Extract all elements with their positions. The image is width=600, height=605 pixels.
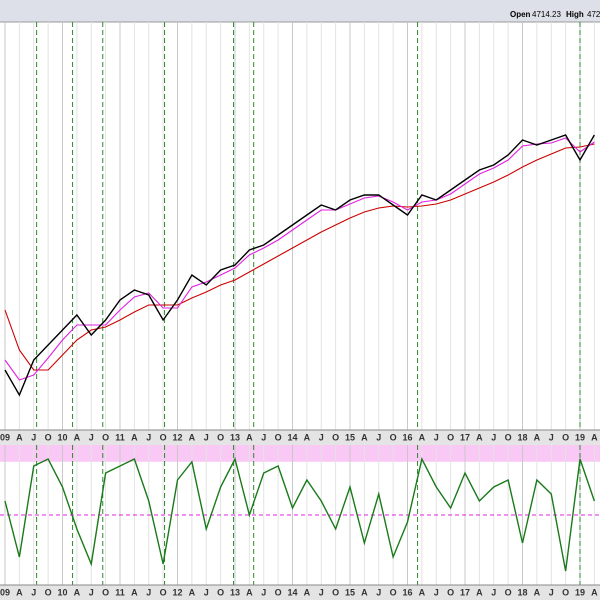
x-tick-label: O — [160, 587, 167, 597]
x-tick-label: J — [319, 432, 324, 442]
x-tick-label: A — [304, 587, 311, 597]
x-tick-label: 13 — [230, 587, 240, 597]
x-tick-label: 11 — [115, 587, 125, 597]
x-tick-label: A — [189, 587, 196, 597]
x-tick-label: J — [89, 587, 94, 597]
x-tick-label: J — [204, 432, 209, 442]
series-line — [4, 137, 595, 381]
x-tick-label: A — [74, 587, 81, 597]
x-tick-label: 16 — [402, 587, 412, 597]
x-tick-label: J — [261, 432, 266, 442]
x-tick-label: J — [319, 587, 324, 597]
x-tick-label: O — [102, 587, 109, 597]
x-tick-label: A — [16, 432, 23, 442]
x-tick-label: O — [275, 432, 282, 442]
x-tick-label: 18 — [517, 432, 527, 442]
x-tick-label: A — [361, 587, 368, 597]
x-tick-label: O — [45, 432, 52, 442]
x-tick-label: O — [447, 587, 454, 597]
x-axis-strip — [0, 430, 600, 445]
x-tick-label: A — [74, 432, 81, 442]
high-value: 472 — [587, 10, 600, 19]
x-tick-label: J — [31, 587, 36, 597]
x-tick-label: O — [390, 587, 397, 597]
x-tick-label: A — [246, 432, 253, 442]
x-tick-label: 14 — [287, 432, 297, 442]
x-tick-label: 09 — [0, 587, 10, 597]
x-tick-label: 18 — [517, 587, 527, 597]
x-tick-label: A — [304, 432, 311, 442]
x-tick-label: J — [376, 587, 381, 597]
x-tick-label: O — [447, 432, 454, 442]
x-tick-label: 12 — [172, 432, 182, 442]
x-tick-label: A — [534, 587, 541, 597]
x-tick-label: J — [89, 432, 94, 442]
x-tick-label: O — [390, 432, 397, 442]
x-tick-label: J — [146, 432, 151, 442]
x-tick-label: A — [419, 587, 426, 597]
x-tick-label: 14 — [287, 587, 297, 597]
x-tick-label: 15 — [345, 432, 355, 442]
x-tick-label: J — [549, 587, 554, 597]
x-tick-label: A — [419, 432, 426, 442]
x-tick-label: O — [217, 587, 224, 597]
open-value: 4714.23 — [532, 10, 561, 19]
overbought-band — [0, 445, 600, 462]
x-tick-label: A — [246, 587, 253, 597]
series-line — [4, 456, 596, 572]
x-tick-label: J — [204, 587, 209, 597]
x-tick-label: O — [332, 587, 339, 597]
x-tick-label: O — [160, 432, 167, 442]
x-tick-label: 17 — [460, 587, 470, 597]
x-tick-label: 17 — [460, 432, 470, 442]
x-tick-label: J — [261, 587, 266, 597]
x-tick-label: J — [549, 432, 554, 442]
header-bar — [0, 0, 600, 22]
x-axis-strip — [0, 585, 600, 600]
x-tick-label: O — [562, 432, 569, 442]
x-tick-label: O — [562, 587, 569, 597]
x-tick-label: 11 — [115, 432, 125, 442]
series-line — [4, 134, 595, 397]
x-tick-label: O — [505, 587, 512, 597]
x-tick-label: A — [361, 432, 368, 442]
x-tick-label: A — [476, 432, 483, 442]
x-tick-label: A — [591, 432, 598, 442]
x-tick-label: J — [491, 587, 496, 597]
x-tick-label: 10 — [57, 432, 67, 442]
open-label: Open — [510, 10, 531, 19]
x-tick-label: 19 — [575, 587, 585, 597]
x-tick-label: O — [332, 432, 339, 442]
x-tick-label: J — [31, 432, 36, 442]
series-line — [4, 143, 595, 371]
x-tick-label: J — [146, 587, 151, 597]
high-label: High — [566, 10, 584, 19]
x-tick-label: A — [534, 432, 541, 442]
x-tick-label: O — [102, 432, 109, 442]
x-tick-label: 10 — [57, 587, 67, 597]
x-tick-label: O — [45, 587, 52, 597]
x-tick-label: 16 — [402, 432, 412, 442]
x-tick-label: O — [217, 432, 224, 442]
x-tick-label: 12 — [172, 587, 182, 597]
x-tick-label: 19 — [575, 432, 585, 442]
x-tick-label: J — [376, 432, 381, 442]
x-tick-label: A — [131, 432, 138, 442]
x-tick-label: A — [476, 587, 483, 597]
x-tick-label: J — [434, 432, 439, 442]
x-tick-label: A — [189, 432, 196, 442]
x-tick-label: J — [434, 587, 439, 597]
x-tick-label: J — [491, 432, 496, 442]
x-tick-label: 09 — [0, 432, 10, 442]
x-tick-label: O — [275, 587, 282, 597]
x-tick-label: A — [131, 587, 138, 597]
x-tick-label: 15 — [345, 587, 355, 597]
x-tick-label: O — [505, 432, 512, 442]
x-tick-label: A — [16, 587, 23, 597]
x-tick-label: A — [591, 587, 598, 597]
x-tick-label: 13 — [230, 432, 240, 442]
